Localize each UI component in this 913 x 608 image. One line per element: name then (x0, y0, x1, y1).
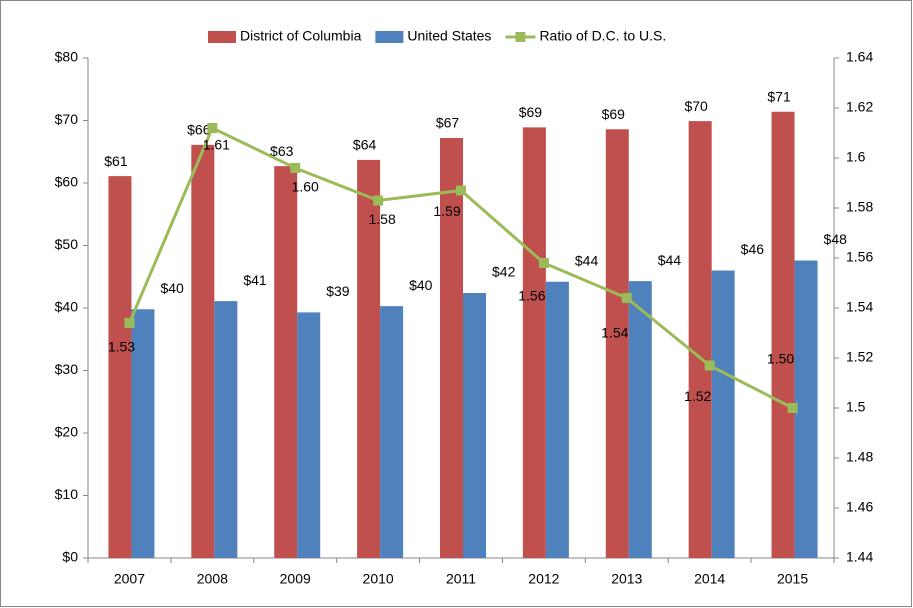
bar-value-label: $46 (741, 241, 765, 257)
bar (605, 129, 629, 558)
bar-value-label: $42 (492, 264, 516, 280)
legend-swatch (375, 31, 404, 43)
bar (711, 270, 735, 558)
bar-value-label: $71 (767, 88, 791, 104)
legend-label: Ratio of D.C. to U.S. (539, 28, 666, 44)
y2-tick-label: 1.44 (846, 549, 873, 565)
bar-value-label: $64 (353, 137, 377, 153)
bar (545, 281, 569, 558)
bar (628, 281, 652, 558)
y2-tick-label: 1.48 (846, 449, 873, 465)
y-tick-label: $40 (55, 299, 79, 315)
bar (463, 293, 486, 558)
bar-value-label: $40 (409, 277, 433, 293)
bar-value-label: $44 (575, 252, 599, 268)
y-tick-label: $0 (62, 549, 78, 565)
y-tick-label: $60 (55, 174, 79, 190)
x-tick-label: 2015 (777, 571, 808, 587)
ratio-value-label: 1.50 (767, 351, 794, 367)
bar-value-label: $70 (684, 98, 708, 114)
y2-tick-label: 1.58 (846, 199, 873, 215)
bar (108, 176, 132, 558)
ratio-value-label: 1.54 (601, 325, 628, 341)
ratio-marker (621, 293, 632, 303)
y-tick-label: $50 (55, 236, 79, 252)
ratio-value-label: 1.56 (518, 288, 545, 304)
bar-value-label: $39 (326, 283, 350, 299)
ratio-marker (456, 185, 466, 196)
ratio-marker (787, 403, 798, 413)
bar (771, 111, 795, 558)
legend-label: United States (407, 28, 491, 44)
y2-tick-label: 1.62 (846, 99, 873, 115)
ratio-value-label: 1.52 (684, 388, 711, 404)
y2-tick-label: 1.56 (846, 249, 873, 265)
bar-value-label: $67 (436, 115, 460, 131)
ratio-marker (704, 360, 715, 371)
bar (688, 121, 712, 558)
x-tick-label: 2014 (694, 571, 725, 587)
x-tick-label: 2008 (197, 571, 228, 587)
bar (380, 306, 404, 558)
x-tick-label: 2007 (114, 571, 145, 587)
ratio-value-label: 1.60 (292, 179, 319, 195)
ratio-value-label: 1.59 (433, 203, 460, 219)
y-tick-label: $70 (55, 111, 79, 127)
y2-tick-label: 1.46 (846, 499, 873, 515)
y-tick-label: $30 (55, 361, 79, 377)
ratio-marker (290, 163, 301, 173)
y2-tick-label: 1.52 (846, 349, 873, 365)
ratio-value-label: 1.58 (368, 211, 395, 227)
y2-tick-label: 1.54 (846, 299, 873, 315)
bar (522, 127, 546, 558)
ratio-marker (373, 195, 384, 206)
bar (794, 260, 818, 558)
ratio-marker (207, 123, 218, 133)
bar-value-label: $40 (160, 280, 184, 296)
y2-tick-label: 1.64 (846, 49, 873, 65)
y-tick-label: $20 (55, 424, 79, 440)
y-tick-label: $10 (55, 486, 79, 502)
x-tick-label: 2010 (363, 571, 394, 587)
bar-value-label: $48 (824, 231, 848, 247)
legend-swatch (208, 31, 236, 43)
bar (274, 166, 298, 558)
bar-value-label: $61 (104, 153, 128, 169)
bar (191, 144, 215, 558)
bar (131, 309, 155, 558)
bar-value-label: $69 (602, 106, 626, 122)
bar-value-label: $44 (658, 252, 682, 268)
ratio-value-label: 1.53 (108, 339, 135, 355)
x-tick-label: 2009 (280, 571, 311, 587)
ratio-value-label: 1.61 (203, 137, 230, 153)
bar-value-label: $63 (270, 143, 294, 159)
y2-tick-label: 1.6 (846, 149, 866, 165)
bar (297, 312, 321, 558)
bar-value-label: $66 (187, 122, 211, 138)
bar (214, 301, 238, 558)
ratio-marker (124, 318, 135, 328)
legend-label: District of Columbia (240, 28, 362, 44)
bar-value-label: $41 (243, 272, 267, 288)
y2-tick-label: 1.5 (846, 399, 866, 415)
bar (357, 159, 381, 558)
bar-value-label: $69 (519, 104, 543, 120)
ratio-marker (538, 258, 549, 268)
y-tick-label: $80 (55, 49, 79, 65)
x-tick-label: 2012 (528, 571, 559, 587)
legend-marker (515, 32, 526, 42)
bar (440, 138, 463, 558)
x-tick-label: 2013 (611, 571, 642, 587)
x-tick-label: 2011 (446, 571, 476, 587)
